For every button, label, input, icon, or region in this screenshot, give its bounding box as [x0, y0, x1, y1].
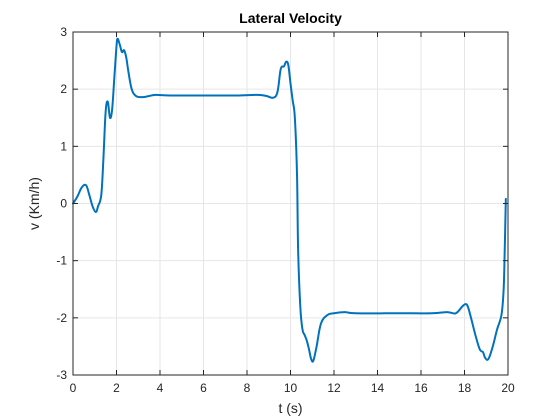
- y-tick-label: -3: [56, 368, 67, 382]
- x-tick-label: 2: [113, 381, 120, 395]
- x-tick-label: 10: [284, 381, 298, 395]
- x-tick-label: 20: [501, 381, 515, 395]
- x-tick-label: 16: [414, 381, 428, 395]
- x-tick-label: 4: [157, 381, 164, 395]
- y-tick-label: 0: [60, 197, 67, 211]
- y-tick-label: 1: [60, 139, 67, 153]
- chart-title: Lateral Velocity: [239, 10, 342, 26]
- x-tick-label: 12: [327, 381, 341, 395]
- y-axis-label: v (Km/h): [26, 177, 42, 230]
- y-tick-label: 3: [60, 25, 67, 39]
- y-tick-label: 2: [60, 82, 67, 96]
- x-axis-label: t (s): [278, 400, 302, 416]
- x-tick-label: 6: [200, 381, 207, 395]
- y-tick-label: -1: [56, 254, 67, 268]
- y-tick-label: -2: [56, 311, 67, 325]
- x-tick-label: 0: [70, 381, 77, 395]
- x-tick-label: 14: [371, 381, 385, 395]
- x-tick-label: 8: [244, 381, 251, 395]
- x-tick-label: 18: [458, 381, 472, 395]
- series-line: [72, 37, 507, 363]
